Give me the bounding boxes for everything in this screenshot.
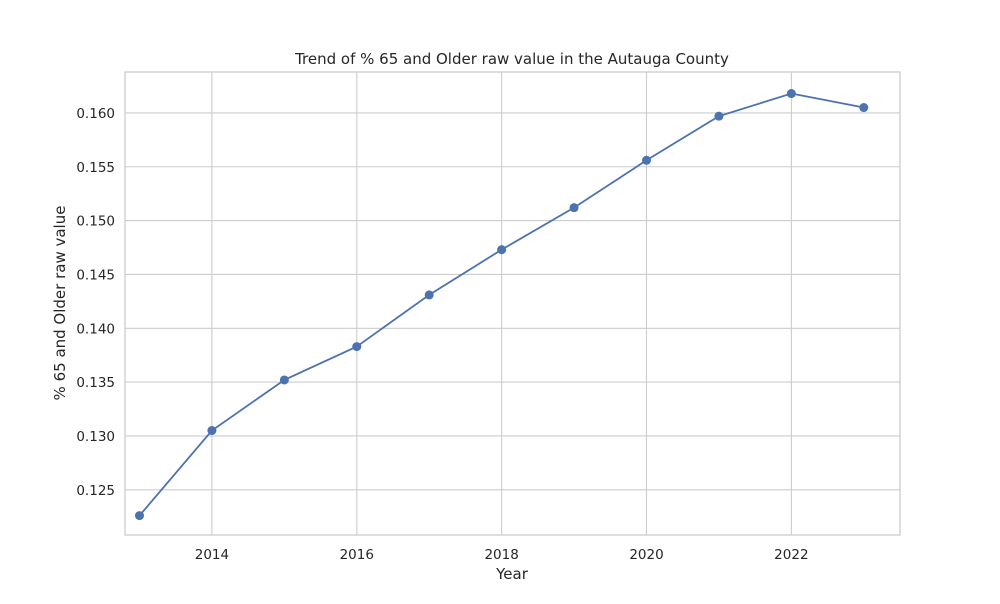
data-point [424,290,434,300]
x-tick-labels: 2014 2016 2018 2020 2022 [195,547,809,563]
x-tick-label: 2016 [340,547,374,563]
data-point [569,203,579,213]
data-point [279,375,289,385]
data-point [641,155,651,165]
y-tick-labels: 0.125 0.130 0.135 0.140 0.145 0.150 0.155 0.160 [76,106,115,499]
plot-frame [124,71,901,536]
y-tick-label: 0.130 [76,429,115,445]
y-tick-label: 0.135 [76,375,115,391]
x-tick-label: 2018 [484,547,518,563]
x-tick-label: 2022 [774,547,808,563]
y-axis-label: % 65 and Older raw value [51,206,69,401]
y-tick-label: 0.160 [76,106,115,122]
data-point [352,342,362,352]
y-tick-label: 0.145 [76,267,115,283]
x-axis-label: Year [495,565,529,583]
y-tick-label: 0.140 [76,321,115,337]
data-point [786,89,796,99]
y-tick-label: 0.150 [76,214,115,230]
x-tick-label: 2014 [195,547,229,563]
grid-lines [125,72,900,535]
data-point [714,111,724,121]
data-point [207,426,217,436]
data-point [134,511,144,521]
x-tick-label: 2020 [629,547,663,563]
y-tick-label: 0.125 [76,483,115,499]
data-point [497,245,507,255]
y-tick-label: 0.155 [76,160,115,176]
data-point [859,103,869,113]
series-layer [134,89,869,521]
chart-title: Trend of % 65 and Older raw value in the… [294,50,729,68]
